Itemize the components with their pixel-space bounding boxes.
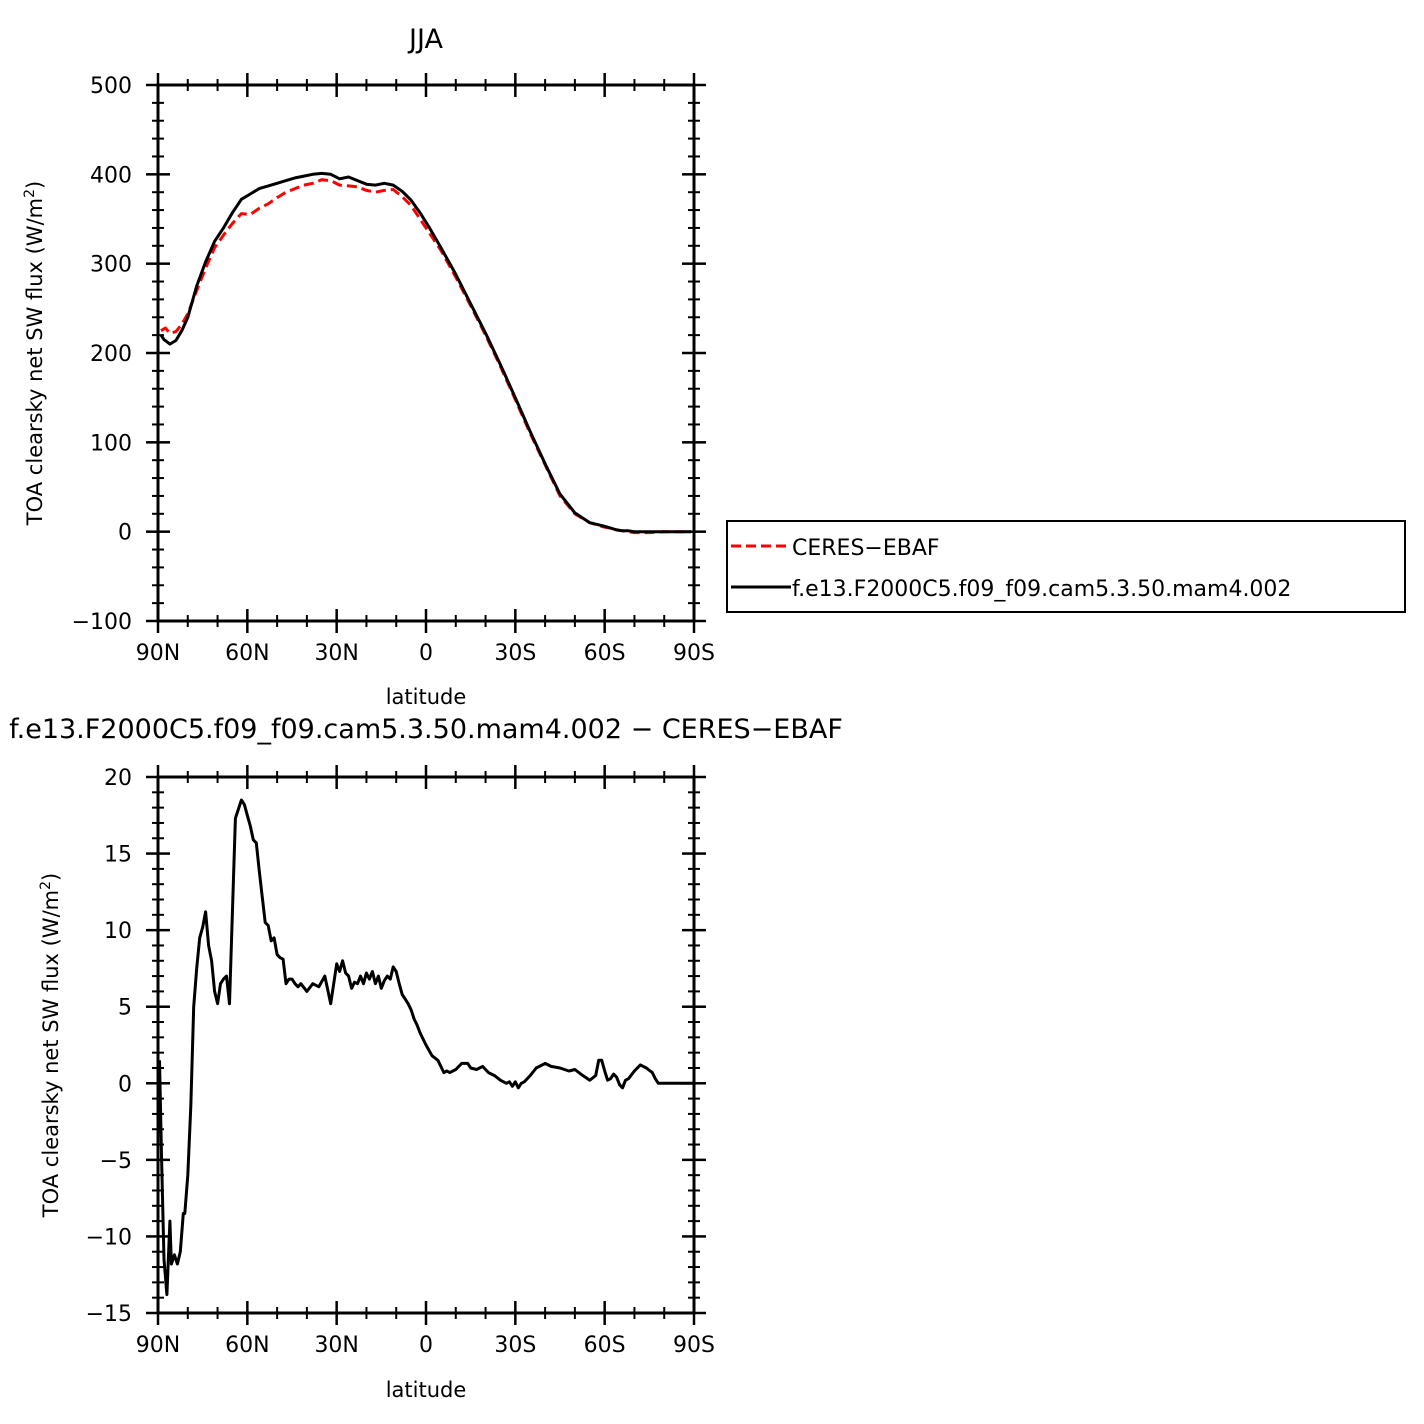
bottom-y-tick-label: −15: [86, 1302, 132, 1327]
top-y-tick-label: 0: [118, 521, 132, 546]
top-y-tick-label: 300: [90, 253, 132, 278]
top-y-tick-label: 100: [90, 431, 132, 456]
bottom-y-axis-label-superscript: 2: [38, 881, 54, 890]
bottom-y-tick-label: 10: [104, 919, 132, 944]
bottom-x-tick-label: 0: [419, 1333, 433, 1358]
legend-label-model: f.e13.F2000C5.f09_f09.cam5.3.50.mam4.002: [792, 577, 1291, 602]
top-chart-title: JJA: [407, 24, 443, 55]
top-x-tick-label: 30S: [494, 641, 536, 666]
top-x-tick-label: 60S: [584, 641, 626, 666]
bottom-y-tick-label: 20: [104, 766, 132, 791]
bottom-y-tick-label: −5: [100, 1149, 132, 1174]
top-x-axis-label: latitude: [386, 685, 467, 709]
bottom-y-axis-label-text: TOA clearsky net SW flux (W/m: [39, 890, 63, 1218]
bottom-x-tick-label: 30S: [494, 1333, 536, 1358]
top-x-tick-label: 90S: [673, 641, 715, 666]
bottom-y-axis-label: TOA clearsky net SW flux (W/m2): [38, 873, 63, 1218]
top-series-line-1: [159, 171, 691, 534]
bottom-y-tick-label: 5: [118, 996, 132, 1021]
top-x-tick-label: 90N: [136, 641, 180, 666]
top-y-tick-label: 200: [90, 342, 132, 367]
bottom-y-tick-label: 15: [104, 843, 132, 868]
top-series-line-0: [160, 178, 691, 535]
top-y-tick-label: 400: [90, 163, 132, 188]
bottom-y-axis-label-close: ): [39, 873, 63, 881]
top-x-tick-label: 30N: [314, 641, 358, 666]
top-y-tick-label: 500: [90, 74, 132, 99]
bottom-x-tick-label: 90S: [673, 1333, 715, 1358]
panel-bottom: f.e13.F2000C5.f09_f09.cam5.3.50.mam4.002…: [9, 714, 843, 1402]
bottom-series-line-0: [158, 798, 694, 1297]
bottom-y-tick-label: 0: [118, 1072, 132, 1097]
top-y-axis-label-superscript: 2: [22, 189, 38, 198]
panel-top: JJA 90N 60N 30N 0 30S 60S 90S −100 0 100 200 300 400…: [22, 24, 715, 709]
top-plot-frame: [156, 83, 696, 623]
top-y-axis-label: TOA clearsky net SW flux (W/m2): [22, 181, 47, 526]
top-x-tick-label: 0: [419, 641, 433, 666]
bottom-x-tick-label: 60S: [584, 1333, 626, 1358]
bottom-chart-title: f.e13.F2000C5.f09_f09.cam5.3.50.mam4.002…: [9, 714, 843, 745]
top-y-axis-label-close: ): [23, 181, 47, 189]
legend-label-ceres: CERES−EBAF: [792, 536, 940, 561]
top-y-axis-label-text: TOA clearsky net SW flux (W/m: [23, 198, 47, 526]
bottom-x-tick-label: 30N: [314, 1333, 358, 1358]
bottom-x-tick-label: 90N: [136, 1333, 180, 1358]
top-x-tick-label: 60N: [225, 641, 269, 666]
bottom-y-tick-label: −10: [86, 1225, 132, 1250]
top-y-tick-label: −100: [72, 610, 132, 635]
bottom-x-tick-label: 60N: [225, 1333, 269, 1358]
legend-box: [726, 520, 1406, 613]
legend: CERES−EBAF f.e13.F2000C5.f09_f09.cam5.3.…: [726, 520, 1406, 613]
bottom-x-axis-label: latitude: [386, 1378, 467, 1402]
